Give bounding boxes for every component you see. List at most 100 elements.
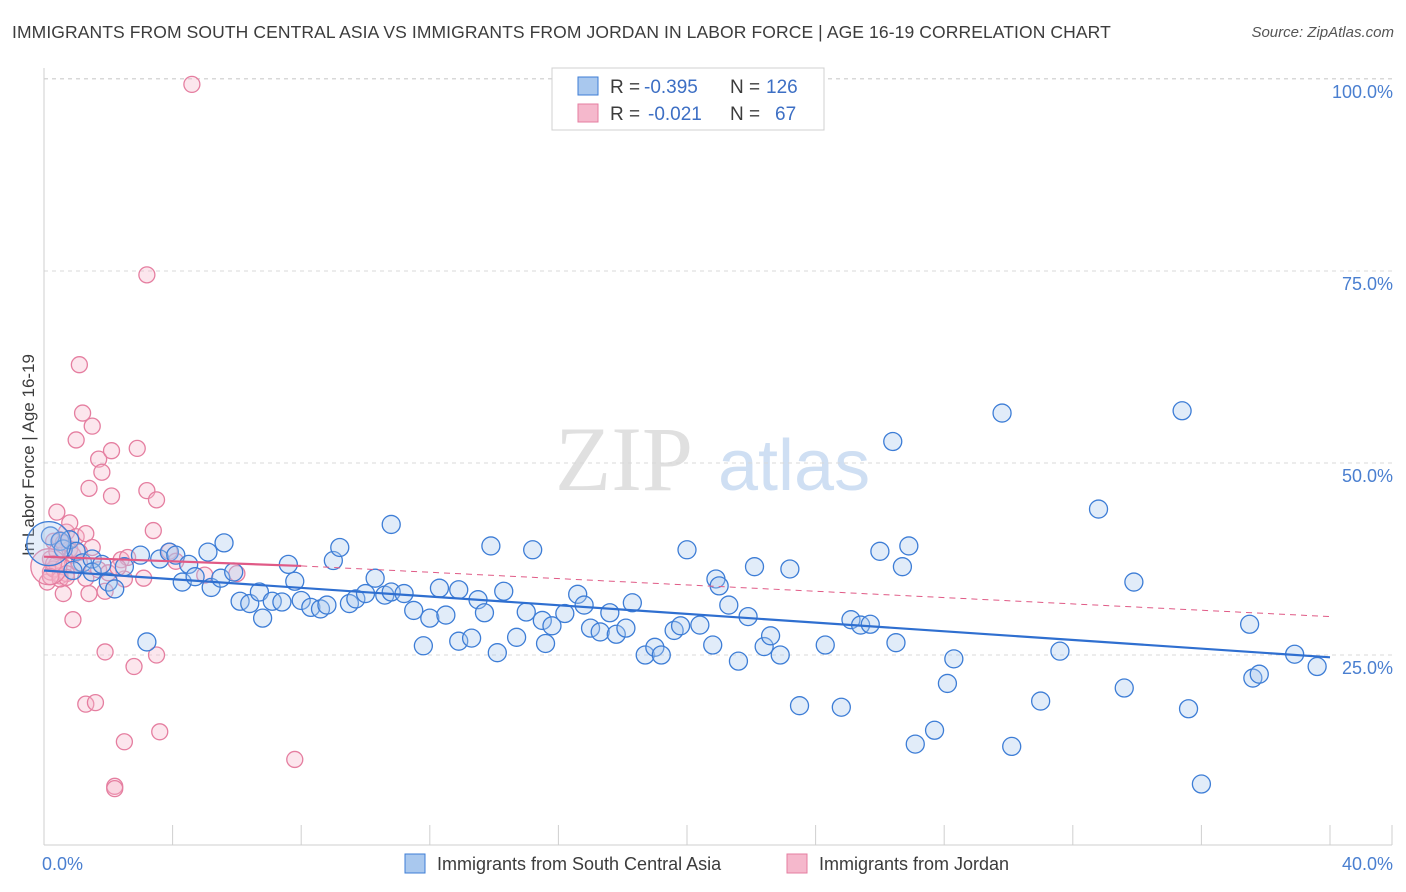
south-central-asia-point: [179, 554, 199, 575]
south-central-asia-point: [506, 627, 527, 647]
legend-n-label: N =: [730, 77, 760, 98]
south-central-asia-point: [272, 592, 292, 612]
legend-r-label: R =: [610, 77, 640, 98]
source-credit: Source: ZipAtlas.com: [1251, 24, 1394, 41]
south-central-asia-point: [815, 635, 835, 655]
south-central-asia-point: [1114, 678, 1134, 698]
jordan-point: [125, 657, 143, 676]
jordan-point: [64, 611, 82, 629]
south-central-asia-point: [744, 557, 765, 577]
south-central-asia-point: [860, 614, 880, 634]
series-jordan-points: [30, 75, 304, 798]
south-central-asia-point: [606, 624, 626, 644]
jordan-point: [83, 417, 101, 435]
jordan-point: [67, 431, 85, 449]
south-central-asia-point: [1050, 641, 1070, 661]
legend-r-value: -0.021: [648, 104, 702, 125]
axes: [43, 68, 1393, 846]
south-central-asia-point: [262, 591, 282, 611]
south-central-asia-point: [185, 567, 205, 587]
legend-r-label: R =: [610, 104, 640, 125]
south-central-asia-point: [481, 536, 501, 556]
south-central-asia-point: [516, 602, 536, 622]
jordan-point: [93, 463, 111, 481]
x-tick-label: 40.0%: [1342, 854, 1393, 874]
south-central-asia-point: [635, 645, 655, 665]
jordan-point: [128, 439, 146, 458]
south-central-asia-point: [870, 541, 890, 561]
jordan-point: [54, 584, 72, 603]
south-central-asia-point: [645, 637, 665, 657]
south-central-asia-point: [66, 541, 86, 561]
watermark-atlas: atlas: [718, 426, 870, 506]
south-central-asia-point: [26, 520, 72, 567]
south-central-asia-point: [728, 651, 749, 671]
jordan-point: [86, 693, 105, 712]
south-central-asia-point: [568, 584, 588, 604]
south-central-asia-point: [429, 578, 450, 598]
south-central-asia-point: [1124, 572, 1144, 592]
south-central-asia-point: [224, 562, 244, 582]
south-central-asia-point: [677, 540, 697, 560]
south-central-asia-point: [690, 615, 710, 635]
jordan-point: [80, 584, 98, 603]
south-central-asia-point: [622, 593, 642, 613]
south-central-asia-point: [719, 595, 739, 615]
south-central-asia-point: [301, 597, 321, 618]
watermark-zip: ZIP: [555, 408, 693, 510]
jordan-point: [147, 491, 166, 509]
jordan-point: [147, 646, 166, 664]
bottom-legend-label-pink: Immigrants from Jordan: [819, 854, 1009, 874]
south-central-asia-point: [291, 590, 311, 611]
legend-swatch-pink: [577, 103, 599, 123]
south-central-asia-point: [886, 633, 906, 653]
south-central-asia-point: [789, 696, 810, 716]
legend-box: R = -0.395 N = 126 R = -0.021 N = 67: [551, 67, 825, 131]
south-central-asia-point: [413, 636, 434, 656]
y-tick-label: 25.0%: [1342, 658, 1393, 678]
jordan-point: [48, 503, 66, 521]
jordan-point: [80, 479, 98, 497]
legend-n-label: N =: [730, 104, 760, 125]
y-tick-label: 50.0%: [1342, 466, 1393, 486]
y-tick-label: 75.0%: [1342, 274, 1393, 294]
legend-n-value: 126: [766, 77, 798, 98]
south-central-asia-point: [899, 536, 919, 556]
jordan-point: [183, 75, 201, 94]
south-central-asia-point: [330, 537, 350, 558]
jordan-point: [151, 723, 169, 741]
jordan-point: [90, 450, 108, 468]
south-central-asia-point: [404, 600, 424, 621]
south-central-asia-point: [651, 645, 671, 665]
y-axis-label: In Labor Force | Age 16-19: [19, 354, 38, 556]
south-central-asia-point: [40, 526, 61, 546]
south-central-asia-point: [461, 628, 482, 648]
y-tick-label: 100.0%: [1332, 82, 1393, 102]
south-central-asia-point: [770, 645, 790, 665]
bottom-legend-swatch-pink: [786, 853, 808, 874]
south-central-asia-point: [137, 632, 157, 652]
jordan-point: [106, 779, 124, 798]
south-central-asia-point: [1191, 774, 1212, 794]
south-central-asia-point: [670, 616, 691, 636]
south-central-asia-point: [574, 595, 594, 615]
south-central-asia-point: [1307, 656, 1327, 677]
south-central-asia-point: [590, 622, 610, 642]
legend-swatch-blue: [577, 76, 599, 96]
south-central-asia-point: [532, 610, 552, 631]
south-central-asia-point: [63, 560, 83, 581]
jordan-point: [96, 643, 114, 661]
south-central-asia-point: [892, 557, 913, 577]
south-central-asia-point: [703, 635, 723, 655]
south-central-asia-point: [780, 559, 800, 579]
south-central-asia-point: [474, 603, 495, 623]
south-central-asia-point: [317, 595, 337, 615]
jordan-point: [77, 525, 95, 543]
jordan-point: [70, 356, 89, 374]
south-central-asia-point: [150, 549, 170, 569]
south-central-asia-point: [381, 514, 401, 535]
south-central-asia-point: [992, 403, 1012, 423]
south-central-asia-point: [600, 603, 620, 623]
south-central-asia-point: [924, 720, 945, 740]
